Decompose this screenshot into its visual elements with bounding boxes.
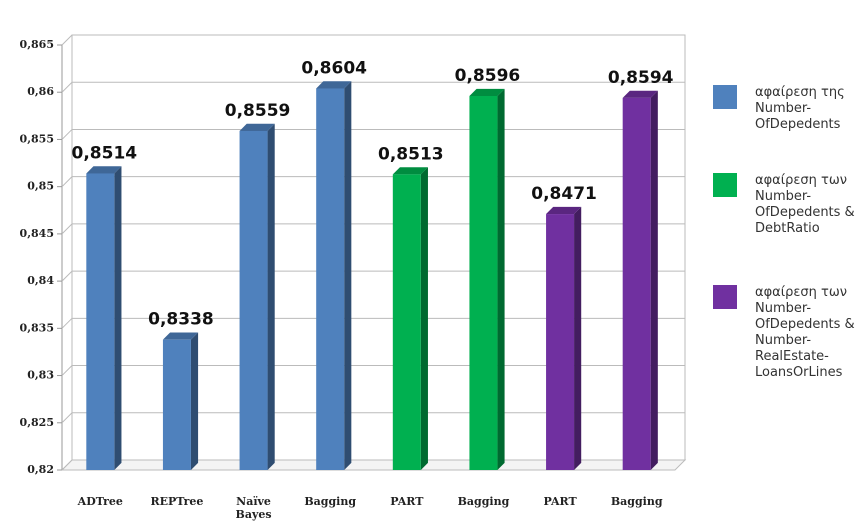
y-tick-label: 0,865: [20, 38, 54, 51]
legend-swatch: [713, 285, 737, 309]
legend-label: αφαίρεση των Number-OfDepedents & DebtRa…: [755, 173, 855, 236]
value-label: 0,8514: [72, 143, 138, 163]
bar-side: [114, 166, 122, 471]
x-tick-label: Bagging: [457, 495, 510, 508]
bar-top: [622, 90, 658, 98]
x-tick-label: REPTree: [150, 495, 204, 508]
bar-side: [650, 90, 658, 470]
y-tick-label: 0,835: [20, 321, 54, 334]
bar-top: [316, 81, 352, 89]
y-tick-label: 0,855: [20, 132, 54, 145]
y-tick-label: 0,845: [20, 227, 54, 240]
value-label: 0,8338: [148, 310, 214, 330]
bar-side: [190, 332, 199, 470]
bar-side: [420, 167, 428, 470]
y-tick-label: 0,83: [27, 369, 54, 382]
bar-top: [469, 88, 505, 96]
bar-side: [267, 123, 275, 471]
bar: [469, 96, 498, 470]
bar-top: [546, 206, 582, 215]
bar-side: [574, 206, 582, 470]
x-tick-label: Bagging: [610, 495, 663, 508]
value-label: 0,8471: [531, 184, 597, 204]
x-tick-label: Bagging: [304, 495, 357, 508]
y-tick-label: 0,84: [27, 274, 54, 287]
value-label: 0,8604: [301, 58, 367, 78]
bar: [86, 173, 115, 470]
y-tick-label: 0,85: [27, 180, 54, 193]
bar: [622, 97, 651, 470]
legend-label: αφαίρεση των Number-OfDepedents & Number…: [755, 285, 855, 380]
value-label: 0,8596: [455, 66, 521, 86]
bar: [316, 88, 345, 470]
bar-top: [392, 167, 428, 175]
legend-label: αφαίρεση της Number-OfDepedents: [755, 85, 845, 132]
bar-side: [497, 88, 505, 470]
grid-line: [61, 81, 685, 93]
bar: [392, 174, 421, 470]
x-tick-label: PART: [543, 495, 577, 508]
legend-swatch: [713, 85, 737, 109]
bar-top: [239, 123, 275, 131]
y-tick-label: 0,825: [20, 416, 54, 429]
bar: [546, 214, 575, 470]
bar: [162, 339, 191, 470]
bar-side: [344, 81, 352, 471]
value-label: 0,8559: [225, 101, 291, 121]
value-label: 0,8513: [378, 144, 444, 164]
x-tick-label: Naïve Bayes: [235, 495, 272, 521]
bar: [239, 130, 268, 470]
floor: [60, 459, 687, 471]
grid-line: [61, 34, 685, 46]
legend-swatch: [713, 173, 737, 197]
value-label: 0,8594: [608, 68, 674, 88]
bar-top: [162, 332, 199, 340]
y-tick-label: 0,86: [27, 85, 54, 98]
bar-top: [86, 166, 122, 174]
x-tick-label: ADTree: [77, 495, 123, 508]
y-tick-label: 0,82: [27, 463, 54, 476]
x-tick-label: PART: [390, 495, 424, 508]
